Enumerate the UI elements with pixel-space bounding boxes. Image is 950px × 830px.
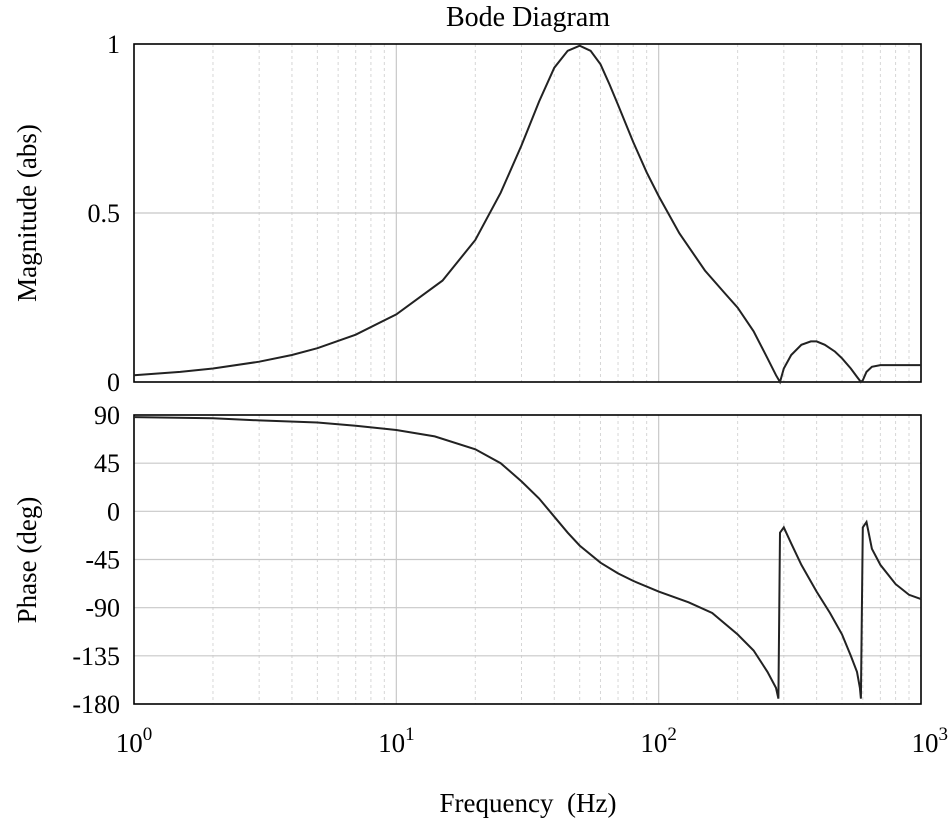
phase-plot-frame [133, 414, 922, 705]
x-tick-base: 10 [912, 728, 939, 758]
x-tick-label: 103 [912, 724, 949, 758]
x-tick-exponent: 3 [939, 724, 949, 745]
x-tick-label: 101 [378, 724, 415, 758]
magnitude-series-line [133, 44, 921, 385]
x-tick-exponent: 2 [667, 724, 677, 745]
magnitude-y-tick-labels: 00.51 [88, 30, 121, 397]
x-tick-exponent: 1 [405, 724, 415, 745]
chart-title: Bode Diagram [446, 2, 610, 33]
frequency-x-tick-labels: 100 101 102 103 [116, 724, 948, 758]
phase-axis-label: Phase (deg) [12, 497, 42, 624]
y-tick-label: 90 [94, 401, 120, 430]
phase-y-tick-labels: -180 -135 -90 -45 0 45 90 [72, 401, 120, 719]
x-tick-exponent: 0 [143, 724, 153, 745]
y-tick-label: -90 [85, 594, 120, 623]
y-tick-label: 0 [107, 497, 120, 526]
x-tick-base: 10 [378, 728, 405, 758]
x-tick-label: 100 [116, 724, 153, 758]
x-tick-base: 10 [116, 728, 143, 758]
y-tick-label: -180 [72, 690, 120, 719]
x-tick-label: 102 [640, 724, 677, 758]
y-tick-label: 0 [107, 368, 120, 397]
y-tick-label: 1 [107, 30, 120, 59]
phase-grid [134, 415, 921, 704]
magnitude-plot-frame [133, 43, 922, 383]
magnitude-grid [134, 44, 921, 382]
y-tick-label: 45 [94, 449, 120, 478]
y-tick-label: -45 [85, 546, 120, 575]
x-tick-base: 10 [640, 728, 667, 758]
frequency-axis-label: Frequency (Hz) [440, 788, 617, 818]
phase-series-line [133, 416, 922, 699]
y-tick-label: -135 [72, 642, 120, 671]
magnitude-axis-label: Magnitude (abs) [12, 124, 42, 302]
y-tick-label: 0.5 [88, 199, 121, 228]
